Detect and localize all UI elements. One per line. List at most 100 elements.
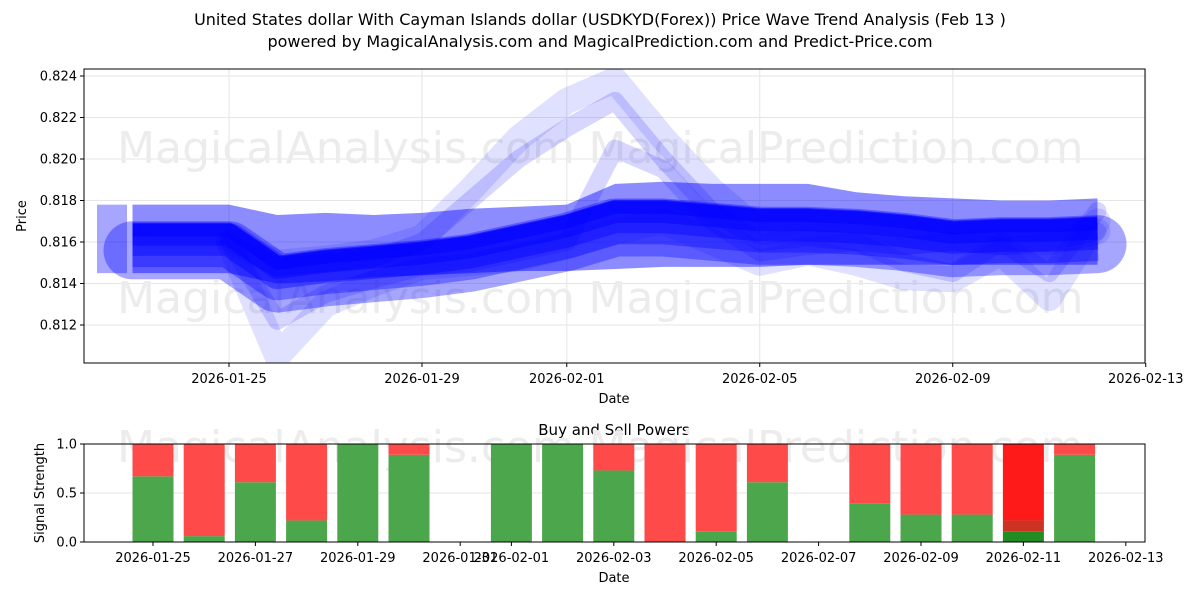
- y-tick-label: 0.816: [40, 236, 77, 251]
- main-x-axis-label: Date: [598, 392, 629, 407]
- sell-segment: [132, 444, 174, 477]
- x-tick-label: 2026-02-13: [1088, 551, 1164, 566]
- buy-segment: [849, 503, 891, 542]
- sell-segment: [644, 444, 686, 542]
- signal-bar-2026-02-02: [542, 444, 584, 542]
- sub-y-axis: 0.0 0.5 1.0: [56, 438, 84, 551]
- x-tick-label: 2026-02-03: [576, 551, 652, 566]
- wave-line: [132, 200, 1099, 301]
- price-wave-chart: MagicalAnalysis.com MagicalPrediction.com…: [15, 68, 1184, 407]
- main-watermarks: MagicalAnalysis.com MagicalPrediction.com…: [117, 123, 1083, 324]
- chart-subtitle: powered by MagicalAnalysis.com and Magic…: [267, 32, 933, 51]
- x-tick-label: 2026-01-29: [320, 551, 396, 566]
- signal-bar-2026-02-04: [644, 444, 686, 542]
- x-tick-label: 2026-02-07: [781, 551, 857, 566]
- sell-segment: [746, 444, 788, 483]
- x-tick-label: 2026-01-31: [422, 551, 498, 566]
- x-tick-label: 2026-01-29: [384, 372, 460, 387]
- sell-segment: [695, 444, 737, 532]
- sell-segment: [951, 444, 993, 515]
- buy-segment: [388, 454, 430, 542]
- y-tick-label: 0.0: [56, 536, 77, 551]
- y-tick-label: 0.818: [40, 194, 77, 209]
- signal-bar-2026-02-11: [1002, 444, 1044, 542]
- buy-segment: [900, 514, 942, 542]
- buy-segment: [746, 482, 788, 542]
- watermark: MagicalAnalysis.com: [117, 273, 575, 324]
- x-tick-label: 2026-01-25: [191, 372, 267, 387]
- watermark: MagicalAnalysis.com: [117, 123, 575, 174]
- x-tick-label: 2026-02-05: [722, 372, 798, 387]
- watermark: MagicalPrediction.com: [589, 123, 1084, 174]
- signal-bar-2026-01-26: [183, 444, 225, 542]
- buy-sell-title: Buy and Sell Powers: [538, 421, 690, 439]
- main-plot-frame: [83, 68, 1146, 364]
- y-tick-label: 0.812: [40, 319, 77, 334]
- wave-start-block: [97, 204, 127, 274]
- signal-bar-2026-02-08: [849, 444, 891, 542]
- buy-segment: [286, 520, 328, 542]
- buy-segment: [1054, 454, 1096, 542]
- sell-segment: [593, 444, 635, 471]
- signal-bar-2026-02-05: [695, 444, 737, 542]
- sell-segment: [388, 444, 430, 455]
- sub-x-axis-label: Date: [598, 571, 629, 586]
- signal-bar-2026-02-06: [746, 444, 788, 542]
- signal-bars: [132, 444, 1096, 542]
- sell-segment: [234, 444, 276, 483]
- y-tick-label: 0.822: [40, 111, 77, 126]
- main-x-axis: 2026-01-25 2026-01-29 2026-02-01 2026-02-05…: [191, 363, 1184, 387]
- wave-line: [132, 199, 1098, 270]
- buy-segment: [337, 444, 379, 542]
- main-y-axis: 0.812 0.814 0.816 0.818 0.820 0.822 0.824: [40, 70, 84, 334]
- x-tick-label: 2026-02-13: [1108, 372, 1184, 387]
- buy-segment: [542, 444, 584, 542]
- x-tick-label: 2026-02-01: [474, 551, 550, 566]
- sub-y-axis-label: Signal Strength: [33, 443, 48, 543]
- signal-bar-2026-02-01: [490, 444, 532, 542]
- overlap-segment: [1002, 520, 1044, 532]
- sell-segment: [183, 444, 225, 537]
- x-tick-label: 2026-02-09: [883, 551, 959, 566]
- x-tick-label: 2026-01-27: [218, 551, 294, 566]
- signal-bar-2026-01-28: [286, 444, 328, 542]
- wave-line: [216, 208, 1111, 363]
- signal-bar-2026-01-30: [388, 444, 430, 542]
- signal-bar-2026-02-10: [951, 444, 993, 542]
- y-tick-label: 0.814: [40, 277, 77, 292]
- signal-bar-2026-02-03: [593, 444, 635, 542]
- sell-segment: [1002, 444, 1044, 521]
- buy-segment: [1002, 531, 1044, 542]
- wave-line: [220, 139, 1107, 330]
- signal-bar-2026-01-27: [234, 444, 276, 542]
- sell-segment: [849, 444, 891, 504]
- sell-segment: [286, 444, 328, 521]
- x-tick-label: 2026-01-25: [115, 551, 191, 566]
- main-y-axis-label: Price: [15, 200, 30, 232]
- buy-segment: [593, 470, 635, 542]
- signal-bar-2026-01-25: [132, 444, 174, 542]
- x-tick-label: 2026-02-11: [986, 551, 1062, 566]
- x-tick-label: 2026-02-01: [529, 372, 605, 387]
- watermark: MagicalPrediction.com: [589, 273, 1084, 324]
- signal-bar-2026-02-09: [900, 444, 942, 542]
- y-tick-label: 0.5: [56, 487, 77, 502]
- buy-segment: [490, 444, 532, 542]
- buy-segment: [183, 536, 225, 542]
- signal-bar-2026-02-12: [1054, 444, 1096, 542]
- buy-segment: [234, 482, 276, 542]
- wave-line: [132, 201, 1099, 290]
- x-tick-label: 2026-02-09: [915, 372, 991, 387]
- buy-sell-powers-chart: Buy and Sell Powers MagicalAnalysis.comM…: [33, 421, 1164, 586]
- y-tick-label: 0.820: [40, 153, 77, 168]
- y-tick-label: 0.824: [40, 70, 77, 85]
- x-tick-label: 2026-02-05: [678, 551, 754, 566]
- sell-segment: [900, 444, 942, 515]
- buy-segment: [951, 514, 993, 542]
- signal-bar-2026-01-29: [337, 444, 379, 542]
- chart-title: United States dollar With Cayman Islands…: [194, 10, 1006, 29]
- buy-segment: [132, 476, 174, 542]
- wave-lines: [97, 69, 1127, 363]
- buy-segment: [695, 531, 737, 542]
